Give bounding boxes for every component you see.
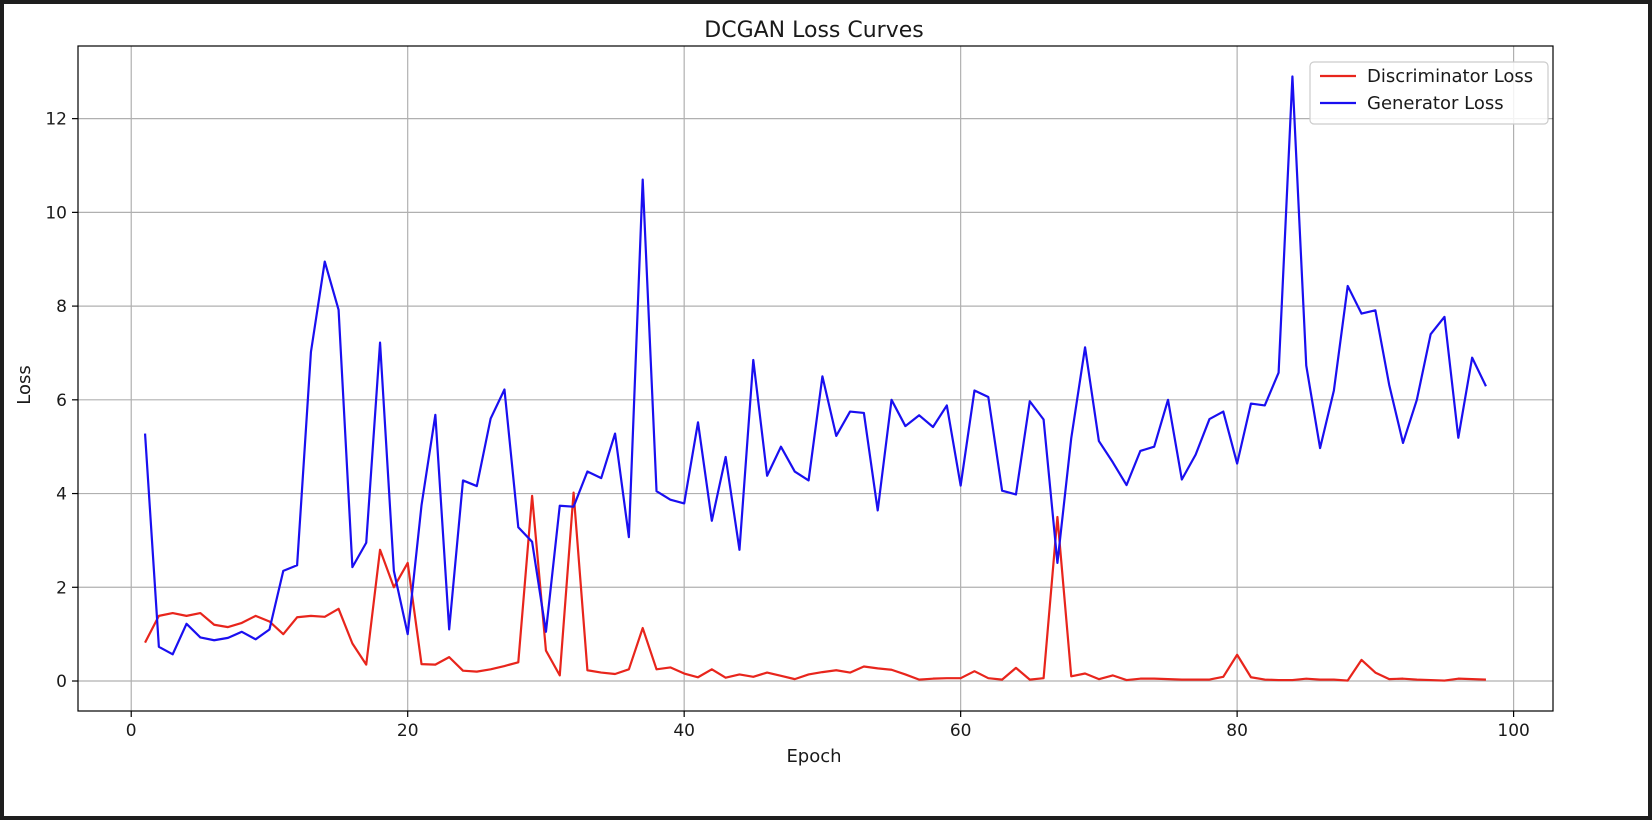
x-axis-label: Epoch xyxy=(786,746,841,767)
x-tick-label: 0 xyxy=(126,721,137,741)
y-tick-label: 6 xyxy=(56,391,67,411)
y-tick-label: 10 xyxy=(45,203,67,223)
figure: DCGAN Loss Curves Epoch Loss 0 20 40 60 80 10… xyxy=(4,4,1648,816)
legend-box xyxy=(1309,61,1549,125)
y-tick-label: 0 xyxy=(56,672,67,692)
grid xyxy=(78,46,1553,711)
chart-title: DCGAN Loss Curves xyxy=(704,18,923,43)
discriminator-loss-line xyxy=(144,491,1486,682)
y-tick-label: 4 xyxy=(56,485,67,505)
legend: Discriminator Loss Generator Loss xyxy=(1309,61,1549,125)
y-axis-label: Loss xyxy=(14,365,35,404)
x-tick-label: 80 xyxy=(1226,721,1248,741)
series-lines xyxy=(143,75,1487,682)
generator-loss-line xyxy=(143,75,1487,656)
y-tick-label: 12 xyxy=(45,110,67,130)
loss-chart: DCGAN Loss Curves Epoch Loss 0 20 40 60 80 10… xyxy=(4,4,1648,816)
legend-label-generator: Generator Loss xyxy=(1367,93,1504,114)
figure-background xyxy=(4,4,1648,816)
y-tick-label: 8 xyxy=(56,297,67,317)
axis-ticks: 0 20 40 60 80 100 0 2 4 6 8 10 12 xyxy=(45,110,1529,741)
legend-label-discriminator: Discriminator Loss xyxy=(1367,66,1533,87)
x-tick-label: 40 xyxy=(673,721,695,741)
plot-area-border xyxy=(77,45,1554,712)
y-tick-label: 2 xyxy=(56,578,67,598)
x-tick-label: 60 xyxy=(950,721,972,741)
x-tick-label: 20 xyxy=(397,721,419,741)
x-tick-label: 100 xyxy=(1497,721,1529,741)
